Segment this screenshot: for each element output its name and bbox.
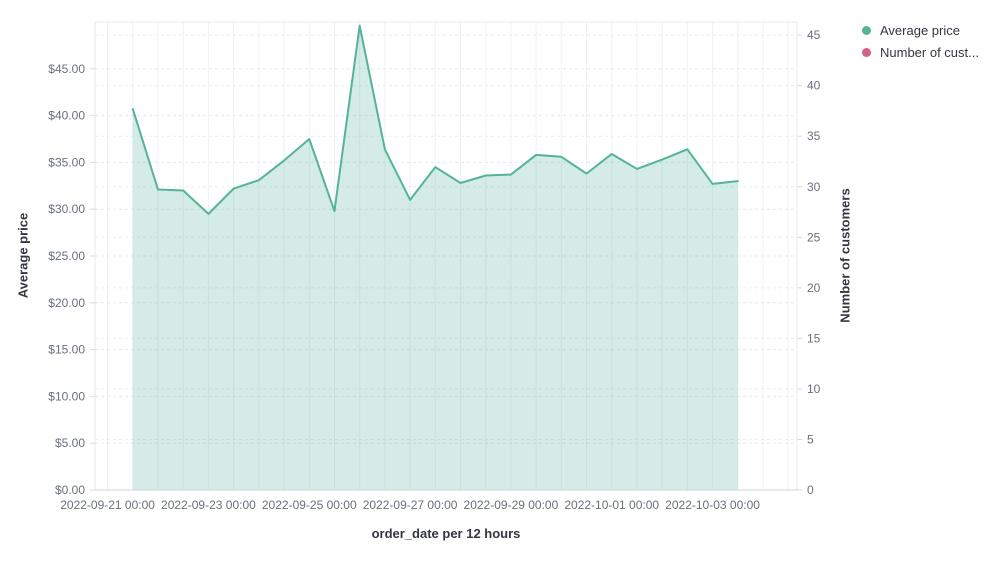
x-tick-label: 2022-09-27 00:00	[363, 498, 458, 512]
y-axis-title-right: Number of customers	[837, 188, 853, 323]
y-tick-label-right: 35	[807, 129, 821, 143]
y-tick-label-right: 5	[807, 432, 814, 446]
y-tick-label-left: $5.00	[55, 436, 85, 450]
legend-item-number-of-customers[interactable]: Number of cust...	[862, 45, 979, 60]
legend-label-number-of-customers: Number of cust...	[880, 45, 979, 60]
x-tick-label: 2022-09-21 00:00	[60, 498, 155, 512]
y-tick-label-right: 20	[807, 281, 821, 295]
y-tick-label-right: 30	[807, 180, 821, 194]
legend: Average price Number of cust...	[862, 23, 979, 60]
y-tick-label-left: $10.00	[48, 389, 85, 403]
y-tick-label-left: $40.00	[48, 109, 85, 123]
y-tick-label-left: $20.00	[48, 296, 85, 310]
x-tick-label: 2022-10-01 00:00	[564, 498, 659, 512]
y-tick-label-right: 0	[807, 483, 814, 497]
y-tick-label-left: $45.00	[48, 62, 85, 76]
y-tick-label-left: $30.00	[48, 202, 85, 216]
y-tick-label-right: 25	[807, 230, 821, 244]
y-tick-label-left: $15.00	[48, 343, 85, 357]
x-tick-label: 2022-09-23 00:00	[161, 498, 256, 512]
y-tick-label-right: 10	[807, 382, 821, 396]
y-axis-title-left: Average price	[15, 212, 31, 299]
series-dot-average-price	[862, 26, 871, 35]
y-tick-label-right: 15	[807, 331, 821, 345]
y-tick-label-left: $0.00	[55, 483, 85, 497]
y-tick-label-right: 45	[807, 28, 821, 42]
average-price-area	[132, 25, 738, 491]
x-tick-label: 2022-09-25 00:00	[262, 498, 357, 512]
y-tick-label-left: $25.00	[48, 249, 85, 263]
x-tick-label: 2022-10-03 00:00	[665, 498, 760, 512]
legend-item-average-price[interactable]: Average price	[862, 23, 979, 38]
average-price-line	[131, 24, 739, 215]
y-tick-label-right: 40	[807, 79, 821, 93]
x-axis-title: order_date per 12 hours	[371, 526, 521, 541]
series-dot-number-of-customers	[862, 48, 871, 57]
y-tick-label-left: $35.00	[48, 155, 85, 169]
legend-label-average-price: Average price	[880, 23, 960, 38]
x-tick-label: 2022-09-29 00:00	[464, 498, 559, 512]
